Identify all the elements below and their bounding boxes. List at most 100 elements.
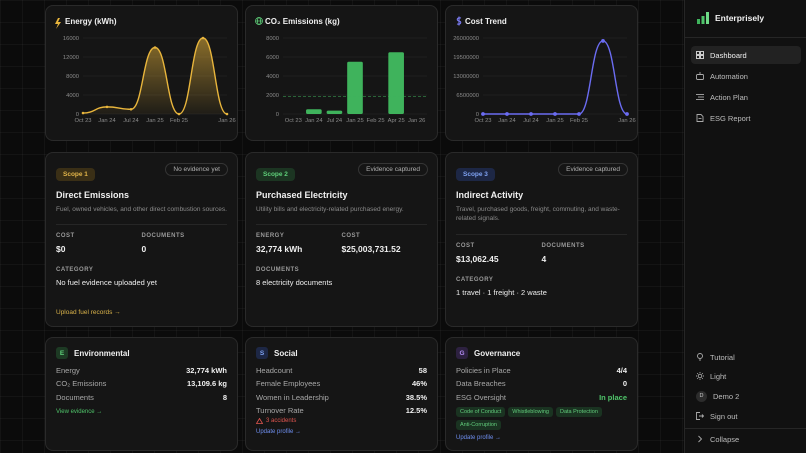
section-value: 1 travel · 1 freight · 2 waste: [456, 287, 547, 297]
field-value: 0: [141, 244, 147, 255]
y-tick-label: 4000: [266, 74, 279, 80]
field: COST $0: [56, 233, 142, 254]
warning-text: 3 accidents: [266, 418, 297, 425]
tag: Code of Conduct: [456, 406, 506, 417]
metric-label: Policies in Place: [456, 366, 511, 375]
line: [482, 40, 628, 115]
x-tick-label: Feb 25: [570, 118, 588, 124]
metric-value: In place: [599, 392, 627, 402]
scope-title: Purchased Electricity: [256, 190, 348, 200]
panel-link[interactable]: Update profile →: [456, 434, 502, 441]
metric-label: Energy: [56, 366, 80, 375]
y-tick-label: 12000: [63, 55, 79, 61]
metric-value: 46%: [411, 379, 427, 389]
bar: [347, 61, 363, 114]
scope-card: Scope 2 Evidence captured Purchased Electr…: [245, 152, 438, 327]
section-label: CATEGORY: [456, 276, 494, 283]
y-tick-label: 8000: [66, 74, 79, 80]
status-pill: Evidence captured: [358, 163, 428, 176]
field-value: 32,774 kWh: [256, 244, 303, 255]
x-tick-label: Jan 26: [218, 118, 235, 124]
metric-value: 0: [622, 379, 627, 389]
energy-icon: [55, 18, 61, 29]
status-pill: No evidence yet: [165, 163, 228, 176]
nav-action-plan[interactable]: Action Plan: [691, 88, 801, 106]
metric-row: Documents 8: [56, 391, 227, 404]
panel-link[interactable]: View evidence →: [56, 408, 103, 415]
nav-collapse[interactable]: Collapse: [691, 430, 801, 448]
section: CATEGORY No fuel evidence uploaded yet: [56, 267, 227, 287]
metric-row: CO₂ Emissions 13,109.6 kg: [56, 377, 227, 390]
section-value: 8 electricity documents: [256, 278, 333, 288]
nav-theme[interactable]: Light: [691, 367, 801, 385]
point: [225, 112, 229, 116]
field-label: DOCUMENTS: [141, 233, 185, 240]
energy-card: Energy (kWh) 0 4000 8000 12000 16000 Oct 23 Ja…: [45, 5, 238, 141]
point: [505, 112, 509, 116]
nav-label[interactable]: ESG Report: [710, 113, 751, 123]
nav-dashboard[interactable]: Dashboard: [691, 46, 801, 64]
metric-row: Policies in Place 4/4: [456, 364, 627, 377]
tag: Whistleblowing: [508, 406, 553, 417]
section-label: CATEGORY: [56, 267, 94, 274]
field-value: $0: [56, 244, 66, 255]
scope-link[interactable]: Upload fuel records →: [56, 309, 121, 316]
bar: [326, 110, 343, 114]
pillar-card: E Environmental Energy 32,774 kWh CO₂ Emissi…: [45, 337, 238, 451]
field-value: $13,062.45: [456, 253, 499, 264]
nav-label[interactable]: Action Plan: [710, 92, 748, 102]
y-tick-label: 13000000: [453, 74, 479, 80]
nav-label[interactable]: Collapse: [710, 434, 740, 444]
sidebar: Enterprisely Dashboard Automation Action…: [684, 0, 806, 453]
field: COST $13,062.45: [456, 243, 542, 264]
y-tick-label: 6000: [266, 55, 279, 61]
nav-label[interactable]: Automation: [710, 71, 748, 81]
metric-label: Data Breaches: [456, 379, 506, 389]
metric-label: Headcount: [256, 366, 293, 375]
user[interactable]: D Demo 2: [691, 387, 801, 405]
nav-label[interactable]: Tutorial: [710, 352, 735, 362]
point: [153, 46, 157, 49]
x-tick-label: Feb 25: [170, 118, 188, 124]
x-tick-label: Jan 25: [546, 118, 563, 124]
nav-esg-report[interactable]: ESG Report: [691, 109, 801, 127]
divider: [685, 428, 806, 429]
co2-chart: CO₂ Emissions (kg) 0 2000 4000 6000 8000 Oct …: [255, 17, 427, 124]
nav-label[interactable]: Dashboard: [710, 50, 747, 60]
nav-automation[interactable]: Automation: [691, 67, 801, 85]
x-tick-label: Jan 24: [98, 118, 116, 124]
x-tick-label: Oct 23: [285, 118, 302, 124]
metric-row: Female Employees 46%: [256, 377, 427, 390]
fields: COST $0 DOCUMENTS 0: [56, 233, 227, 254]
divider: [456, 233, 627, 235]
y-tick-label: 4000: [66, 93, 79, 99]
user-name[interactable]: Demo 2: [713, 391, 740, 401]
field: DOCUMENTS 0: [142, 233, 228, 254]
scope-card: Scope 1 No evidence yet Direct Emissions Fu…: [45, 152, 238, 327]
nav-sign-out[interactable]: Sign out: [691, 407, 801, 425]
x-tick-label: Jan 24: [498, 118, 516, 124]
bar: [306, 109, 322, 114]
nav-tutorial[interactable]: Tutorial: [691, 348, 801, 366]
x-tick-label: Jul 24: [327, 118, 343, 124]
y-tick-label: 0: [276, 112, 279, 118]
icon: [696, 51, 704, 59]
x-tick-label: Oct 23: [74, 118, 91, 124]
panel-icon: G: [456, 347, 468, 359]
y-tick-label: 26000000: [453, 36, 479, 42]
section: DOCUMENTS 8 electricity documents: [256, 267, 427, 287]
section-label: DOCUMENTS: [256, 267, 300, 274]
nav-label[interactable]: Light: [710, 371, 727, 381]
avatar: D: [696, 390, 707, 402]
metric-value: 38.5%: [405, 392, 427, 402]
point: [177, 112, 181, 116]
x-tick-label: Jan 25: [146, 118, 163, 124]
y-tick-label: 0: [476, 112, 479, 118]
panel-link[interactable]: Update profile →: [256, 429, 302, 436]
x-tick-label: Jul 24: [123, 118, 139, 124]
pillar-card: S Social Headcount 58 Female Employees 46% Wom…: [245, 337, 438, 451]
field: ENERGY 32,774 kWh: [256, 233, 342, 254]
field-label: COST: [456, 242, 475, 249]
nav-label[interactable]: Sign out: [710, 411, 738, 421]
